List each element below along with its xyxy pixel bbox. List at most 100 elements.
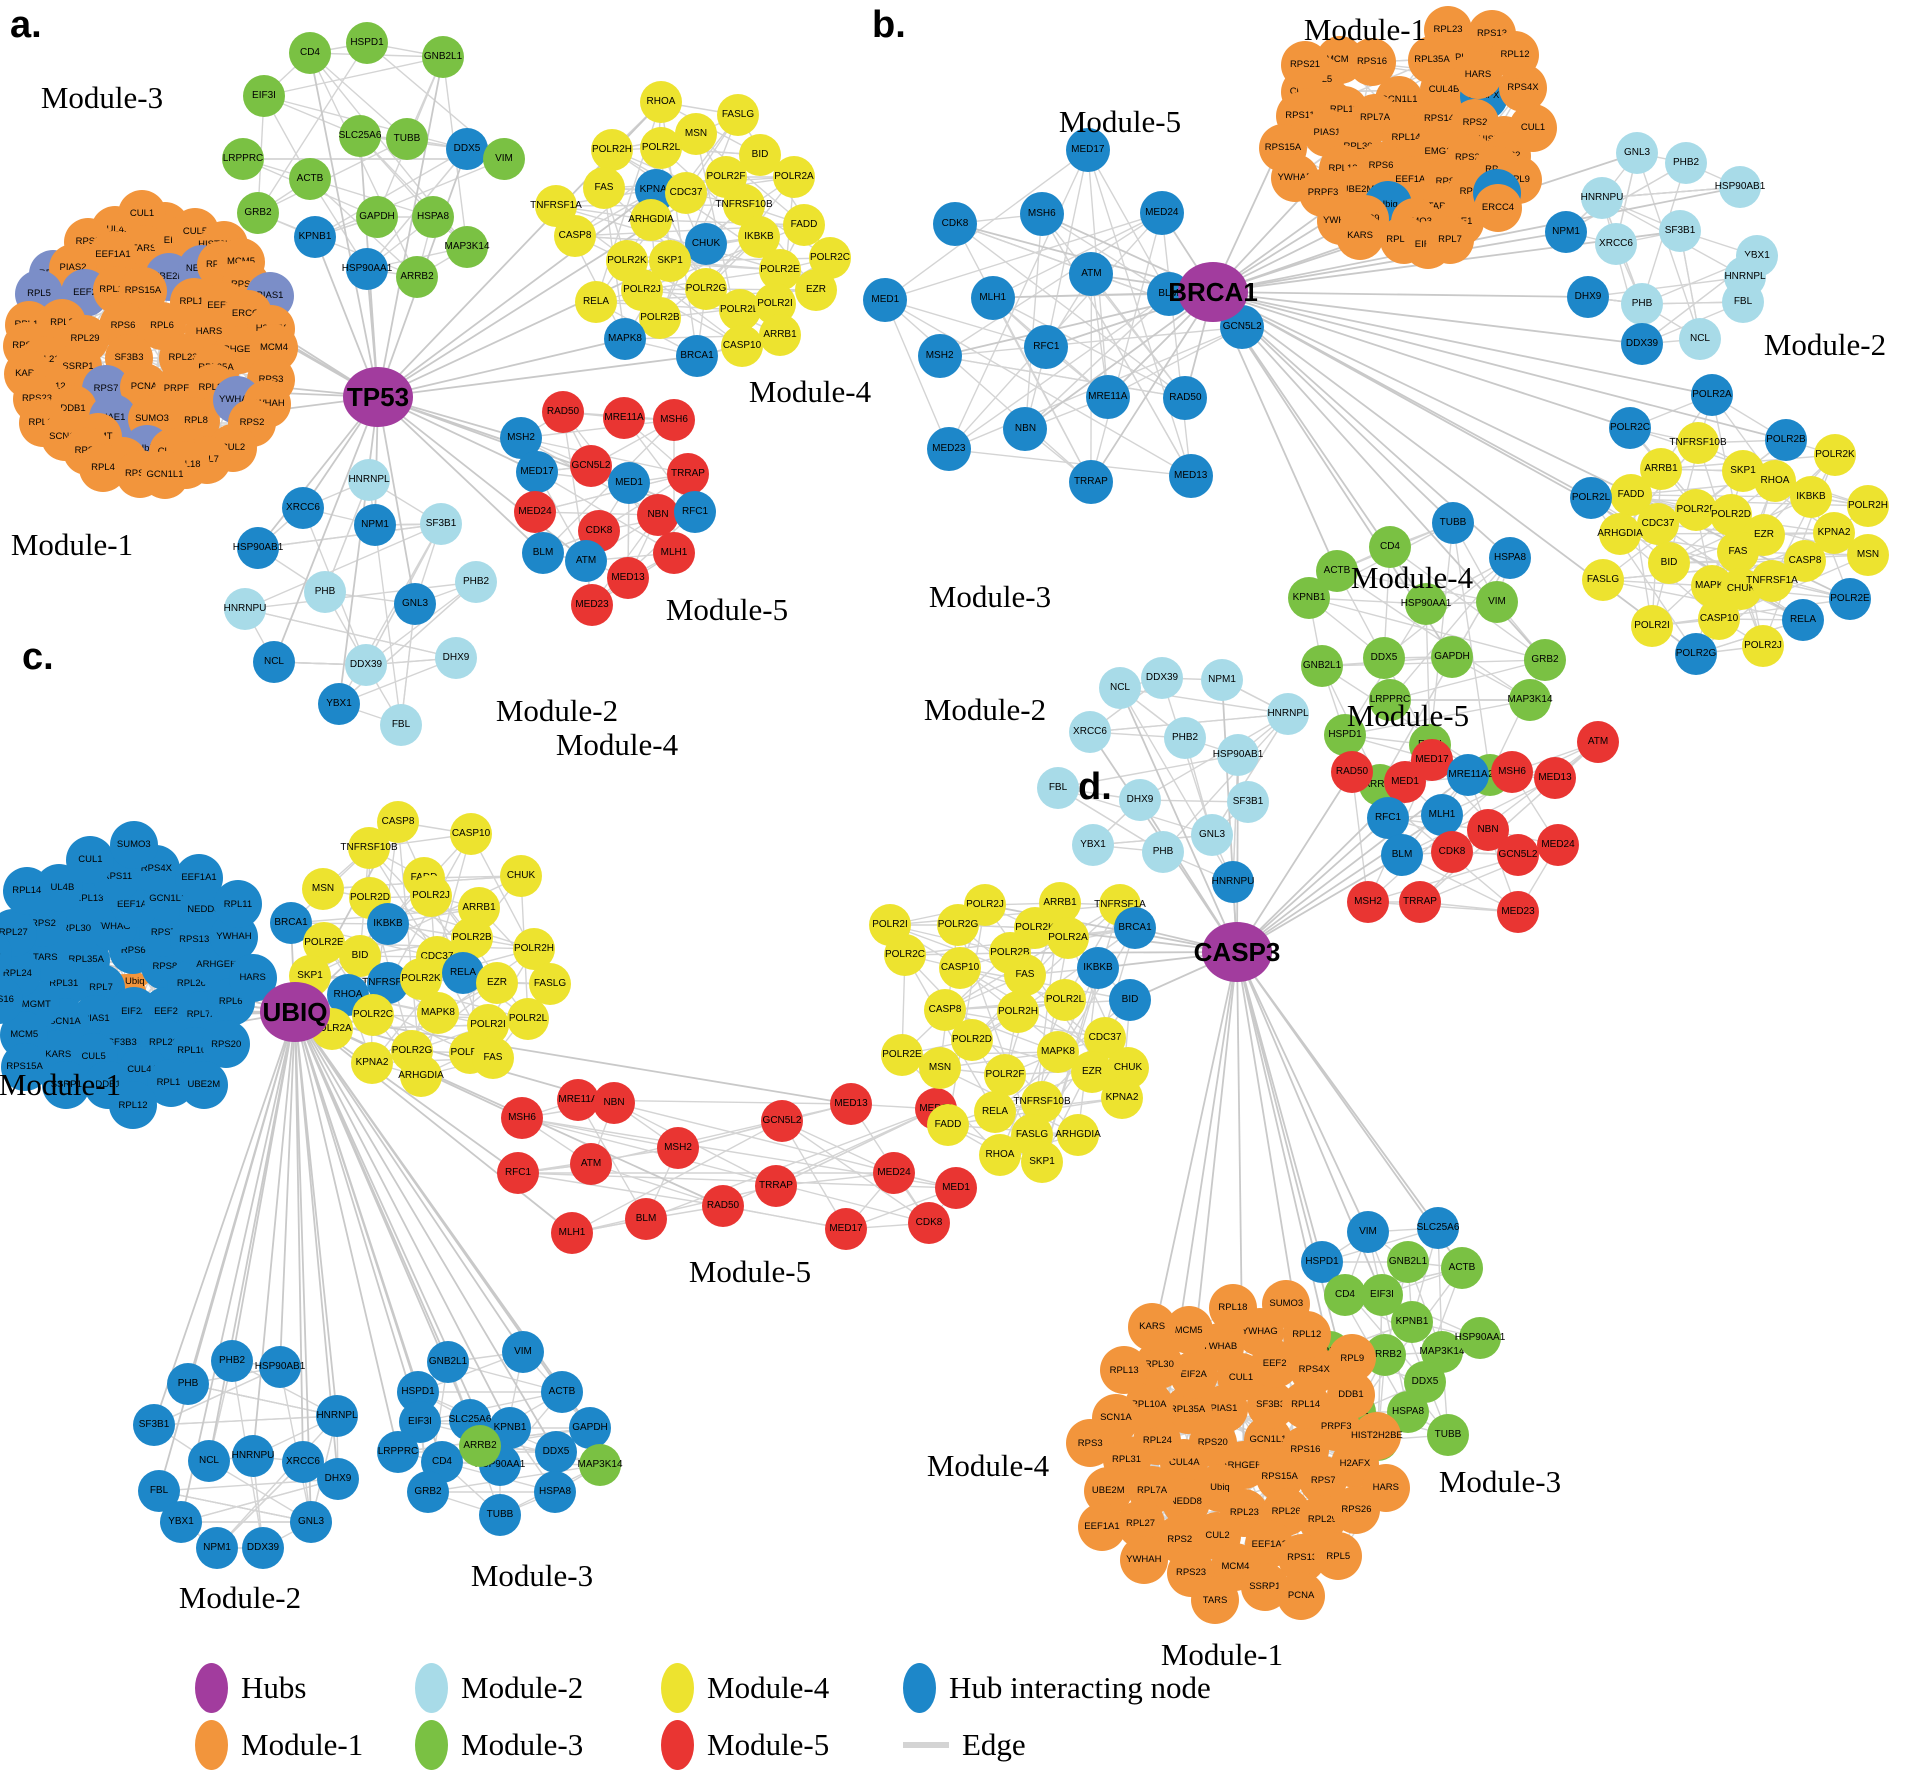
edge <box>595 301 698 357</box>
edge <box>294 821 399 1013</box>
edge <box>1212 186 1741 293</box>
edge <box>244 581 477 610</box>
edge <box>1107 326 1243 398</box>
edge <box>520 419 675 439</box>
edge <box>194 231 225 246</box>
edge <box>377 396 587 562</box>
edge <box>257 95 265 214</box>
edge <box>705 204 745 245</box>
edge <box>180 1011 296 1523</box>
edge <box>406 138 468 150</box>
edge <box>1429 744 1491 776</box>
edge <box>1711 394 1787 441</box>
edge <box>257 396 379 549</box>
edge <box>338 581 477 705</box>
edge <box>1619 532 1835 535</box>
edge <box>216 1415 338 1549</box>
edge <box>365 664 402 726</box>
edge <box>1212 291 1454 524</box>
edge <box>1184 737 1213 836</box>
edge <box>1212 291 1631 429</box>
edge <box>38 292 86 295</box>
edge <box>36 398 141 475</box>
edge <box>947 1071 1093 1126</box>
edge <box>1383 557 1511 659</box>
edge <box>273 396 379 663</box>
edge <box>939 326 1243 357</box>
edge <box>591 577 629 606</box>
edge <box>1304 91 1345 111</box>
edge <box>999 1154 1043 1163</box>
edge <box>1511 741 1599 773</box>
edge <box>521 1117 930 1224</box>
edge <box>294 1011 557 1453</box>
edge <box>555 204 745 207</box>
edge <box>377 338 626 398</box>
edge <box>338 396 379 705</box>
edge <box>1139 713 1289 801</box>
edge <box>1384 1261 1409 1356</box>
edge <box>1139 799 1249 803</box>
edge <box>1367 1231 1409 1413</box>
edge <box>624 338 698 357</box>
edge <box>1308 570 1338 599</box>
edge <box>1119 687 1234 883</box>
edge <box>1377 1434 1449 1441</box>
edge <box>257 138 408 214</box>
edge <box>722 1205 847 1230</box>
edge <box>1236 951 1383 1296</box>
edge <box>1211 713 1289 836</box>
edge <box>153 1011 296 1426</box>
edge <box>562 411 675 554</box>
edge <box>743 204 805 226</box>
edge <box>1429 522 1454 746</box>
edge <box>1452 522 1498 603</box>
edge <box>1319 61 1373 81</box>
edge <box>1344 1231 1369 1296</box>
edge <box>112 417 153 420</box>
edge <box>290 922 296 1013</box>
edge <box>585 560 593 606</box>
edge <box>244 608 275 663</box>
edge <box>294 1011 312 1523</box>
edge <box>1236 754 1239 953</box>
edge <box>948 150 1089 450</box>
edge <box>427 1491 501 1516</box>
edge <box>959 952 1011 969</box>
edge <box>623 417 689 475</box>
edge <box>850 1103 937 1110</box>
edge <box>377 396 696 513</box>
edge <box>1740 588 1764 647</box>
edge <box>1771 505 1869 582</box>
edge <box>244 608 457 659</box>
edge <box>1184 737 1239 756</box>
edge <box>38 261 242 295</box>
edge <box>1685 162 1741 188</box>
edge <box>1212 204 1389 293</box>
edge <box>1057 754 1239 789</box>
edge <box>294 1011 573 1234</box>
edge <box>590 1103 852 1165</box>
edge <box>1336 570 1531 701</box>
edge <box>781 1120 930 1224</box>
edge <box>257 212 418 278</box>
edge <box>1641 301 1744 345</box>
edge <box>1389 659 1546 701</box>
edge <box>1718 618 1764 647</box>
edge <box>294 1011 421 1423</box>
edge <box>1161 212 1192 476</box>
edge <box>1212 291 1697 655</box>
edge <box>1387 817 1519 856</box>
edge <box>1092 799 1141 846</box>
edge <box>1236 951 1463 1269</box>
edge <box>1367 901 1519 913</box>
edge <box>984 902 1061 906</box>
edge <box>1641 255 1758 305</box>
edge <box>1236 951 1331 1353</box>
edge <box>397 821 472 835</box>
edge <box>1425 601 1498 605</box>
edge <box>1087 150 1192 477</box>
edge <box>294 1011 399 1453</box>
edge <box>1651 454 1836 627</box>
